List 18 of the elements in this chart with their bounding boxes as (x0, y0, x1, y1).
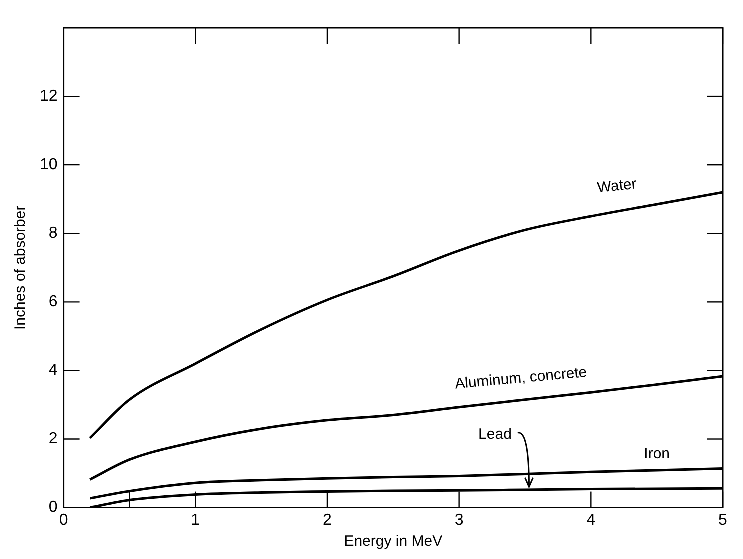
y-tick-label: 12 (40, 88, 58, 105)
x-tick-label: 4 (586, 512, 596, 529)
y-tick-label: 6 (48, 294, 58, 311)
y-axis-title: Inches of absorber (12, 206, 30, 330)
y-tick-label: 8 (48, 225, 58, 242)
x-tick-label: 2 (323, 512, 332, 529)
y-tick-label: 2 (48, 430, 58, 448)
x-tick-label: 5 (718, 512, 728, 529)
text: Aluminum, concrete (454, 364, 588, 393)
x-tick-label: 1 (191, 512, 200, 529)
y-tick-label: 10 (40, 156, 58, 174)
x-tick-label: 3 (454, 512, 464, 529)
series-label: Iron (644, 446, 670, 463)
text: Lead (478, 426, 512, 444)
text: Water (596, 176, 638, 197)
y-tick-label: 0 (48, 499, 58, 516)
x-axis-title: Energy in MeV (344, 533, 443, 550)
y-tick-label: 4 (48, 362, 58, 380)
